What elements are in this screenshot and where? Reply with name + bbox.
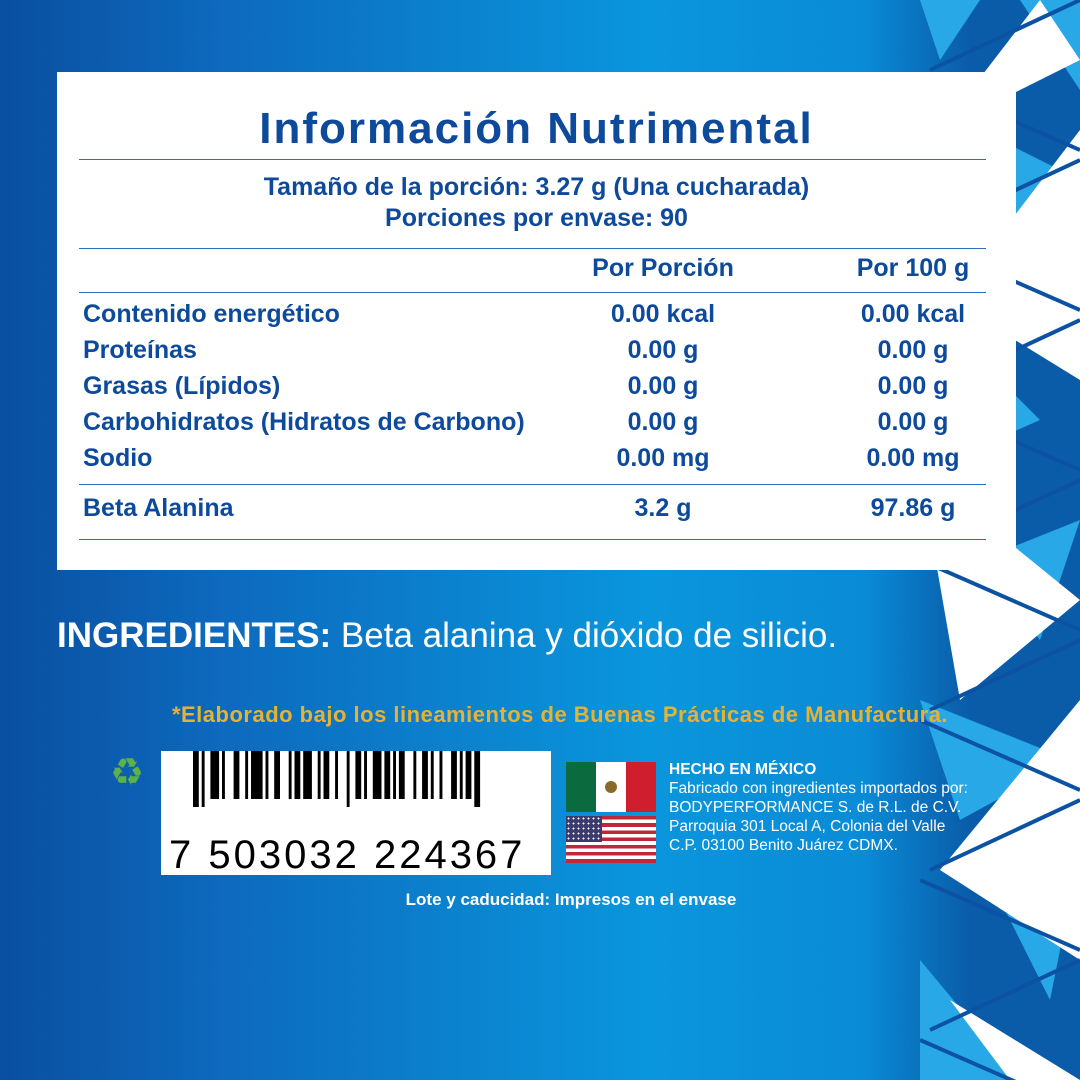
per-100g-value: 0.00 g [877, 336, 949, 364]
per-100g-value: 0.00 kcal [860, 300, 966, 328]
nutrient-name: Grasas (Lípidos) [83, 372, 281, 400]
barcode-bar [323, 751, 330, 799]
per-serving-value: 0.00 g [627, 336, 699, 364]
divider [79, 539, 986, 540]
nutrition-title: Información Nutrimental [259, 104, 814, 153]
header-per-100g: Por 100 g [856, 254, 970, 282]
table-row: Grasas (Lípidos) 0.00 g 0.00 g [83, 372, 986, 408]
pattern-line [929, 638, 1080, 712]
table-row: Carbohidratos (Hidratos de Carbono) 0.00 … [83, 408, 986, 444]
barcode-bar [422, 751, 428, 799]
barcode-bar [364, 751, 367, 799]
barcode-bar [372, 751, 382, 799]
pattern-shape [920, 0, 980, 60]
barcode-bar [245, 751, 249, 799]
per-serving-value: 3.2 g [634, 494, 692, 522]
pattern-line [920, 558, 1080, 632]
table-row: Sodio 0.00 mg 0.00 mg [83, 444, 986, 480]
barcode-bar [451, 751, 457, 799]
barcode-bar [393, 751, 396, 799]
barcode-bar [465, 751, 472, 799]
barcode-bar [317, 751, 321, 799]
pattern-line [929, 798, 1080, 872]
barcode-bar [193, 751, 199, 807]
barcode-bar [251, 751, 263, 799]
barcode-bar [398, 751, 405, 799]
nutrient-name: Proteínas [83, 336, 197, 364]
divider [79, 159, 986, 160]
barcode-bar [459, 751, 463, 799]
nutrient-name: Contenido energético [83, 300, 340, 328]
table-row: Contenido energético 0.00 kcal 0.00 kcal [83, 300, 986, 336]
barcode-bar [430, 751, 434, 799]
gmp-note: *Elaborado bajo los lineamientos de Buen… [171, 702, 949, 727]
pattern-shape [950, 1000, 1080, 1080]
barcode-bars [193, 751, 481, 807]
recycle-icon: ♻ [110, 752, 145, 794]
per-serving-value: 0.00 g [627, 408, 699, 436]
table-header: Por Porción Por 100 g [83, 254, 986, 290]
divider [79, 248, 986, 249]
flags [566, 762, 656, 863]
nutrient-name: Carbohidratos (Hidratos de Carbono) [83, 408, 525, 436]
per-serving-value: 0.00 g [627, 372, 699, 400]
maker-line: Parroquia 301 Local A, Colonia del Valle [669, 818, 946, 835]
barcode-bar [439, 751, 443, 799]
barcode-bar [210, 751, 220, 799]
barcode-bar [233, 751, 240, 799]
table-row: Beta Alanina 3.2 g 97.86 g [83, 494, 986, 530]
nutrient-name: Sodio [83, 444, 153, 472]
pattern-line [920, 878, 1080, 952]
pattern-shape [920, 700, 1070, 820]
barcode-bar [303, 751, 312, 799]
maker-line: Fabricado con ingredientes importados po… [669, 780, 968, 797]
ingredients: INGREDIENTES: Beta alanina y dióxido de … [57, 616, 837, 656]
barcode: 7 503032 224367 [161, 751, 551, 877]
maker-line: C.P. 03100 Benito Juárez CDMX. [669, 837, 898, 854]
nutrition-facts-panel: Información Nutrimental Tamaño de la por… [57, 72, 1016, 570]
barcode-bar [335, 751, 338, 799]
barcode-bar [274, 751, 280, 799]
pattern-line [929, 958, 1080, 1032]
barcode-bar [474, 751, 481, 807]
barcode-bar [355, 751, 362, 799]
per-100g-value: 97.86 g [870, 494, 956, 522]
usa-flag-icon [566, 816, 656, 863]
ingredients-text: Beta alanina y dióxido de silicio. [331, 616, 838, 655]
per-100g-value: 0.00 g [877, 408, 949, 436]
barcode-bar [222, 751, 225, 799]
per-100g-value: 0.00 mg [866, 444, 960, 472]
barcode-bar [288, 751, 292, 799]
barcode-bar [294, 751, 301, 799]
barcode-bar [346, 751, 350, 807]
made-in: HECHO EN MÉXICO [669, 761, 817, 778]
divider [79, 292, 986, 293]
pattern-line [920, 1038, 1017, 1080]
manufacturer-info: HECHO EN MÉXICO Fabricado con ingredient… [669, 760, 968, 855]
table-row: Proteínas 0.00 g 0.00 g [83, 336, 986, 372]
servings-per-container: Porciones por envase: 90 [385, 204, 688, 232]
per-100g-value: 0.00 g [877, 372, 949, 400]
pattern-line [929, 0, 1080, 72]
lot-expiry-note: Lote y caducidad: Impresos en el envase [405, 890, 737, 909]
maker-line: BODYPERFORMANCE S. de R.L. de C.V. [669, 799, 962, 816]
barcode-number: 7 503032 224367 [169, 833, 526, 877]
barcode-bar [413, 751, 417, 799]
per-serving-value: 0.00 kcal [610, 300, 716, 328]
serving-size: Tamaño de la porción: 3.27 g (Una cuchar… [263, 173, 810, 201]
barcode-bar [201, 751, 205, 807]
per-serving-value: 0.00 mg [616, 444, 710, 472]
serving-info: Tamaño de la porción: 3.27 g (Una cuchar… [57, 172, 1016, 234]
pattern-line [920, 718, 1080, 792]
nutrient-name: Beta Alanina [83, 494, 234, 522]
ingredients-label: INGREDIENTES: [57, 616, 332, 655]
mexico-flag-icon [566, 762, 656, 812]
divider [79, 484, 986, 485]
barcode-bar [384, 751, 391, 799]
pattern-shape [940, 700, 1080, 960]
header-per-serving: Por Porción [592, 254, 734, 282]
barcode-bar [265, 751, 269, 799]
